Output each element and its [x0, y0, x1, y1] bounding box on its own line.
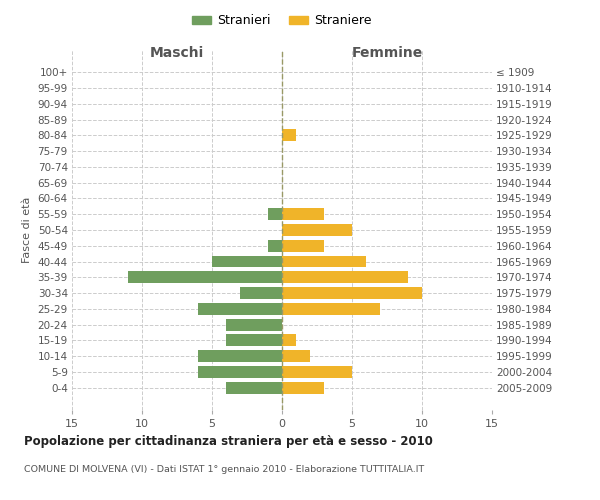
Bar	[282, 287, 422, 299]
Text: COMUNE DI MOLVENA (VI) - Dati ISTAT 1° gennaio 2010 - Elaborazione TUTTITALIA.IT: COMUNE DI MOLVENA (VI) - Dati ISTAT 1° g…	[24, 465, 424, 474]
Legend: Stranieri, Straniere: Stranieri, Straniere	[187, 10, 377, 32]
Text: Femmine: Femmine	[352, 46, 422, 60]
Bar	[226, 318, 282, 330]
Bar	[268, 208, 282, 220]
Bar	[282, 130, 296, 141]
Bar	[198, 366, 282, 378]
Text: Popolazione per cittadinanza straniera per età e sesso - 2010: Popolazione per cittadinanza straniera p…	[24, 435, 433, 448]
Bar	[268, 240, 282, 252]
Bar	[282, 350, 310, 362]
Bar	[226, 334, 282, 346]
Bar	[128, 272, 282, 283]
Bar	[282, 224, 352, 236]
Bar	[282, 256, 366, 268]
Bar	[282, 382, 324, 394]
Bar	[282, 272, 408, 283]
Bar	[226, 382, 282, 394]
Y-axis label: Fasce di età: Fasce di età	[22, 197, 32, 263]
Bar	[282, 208, 324, 220]
Bar	[240, 287, 282, 299]
Bar	[198, 350, 282, 362]
Bar	[198, 303, 282, 315]
Bar	[212, 256, 282, 268]
Text: Maschi: Maschi	[150, 46, 204, 60]
Bar	[282, 303, 380, 315]
Bar	[282, 334, 296, 346]
Bar	[282, 240, 324, 252]
Bar	[282, 366, 352, 378]
